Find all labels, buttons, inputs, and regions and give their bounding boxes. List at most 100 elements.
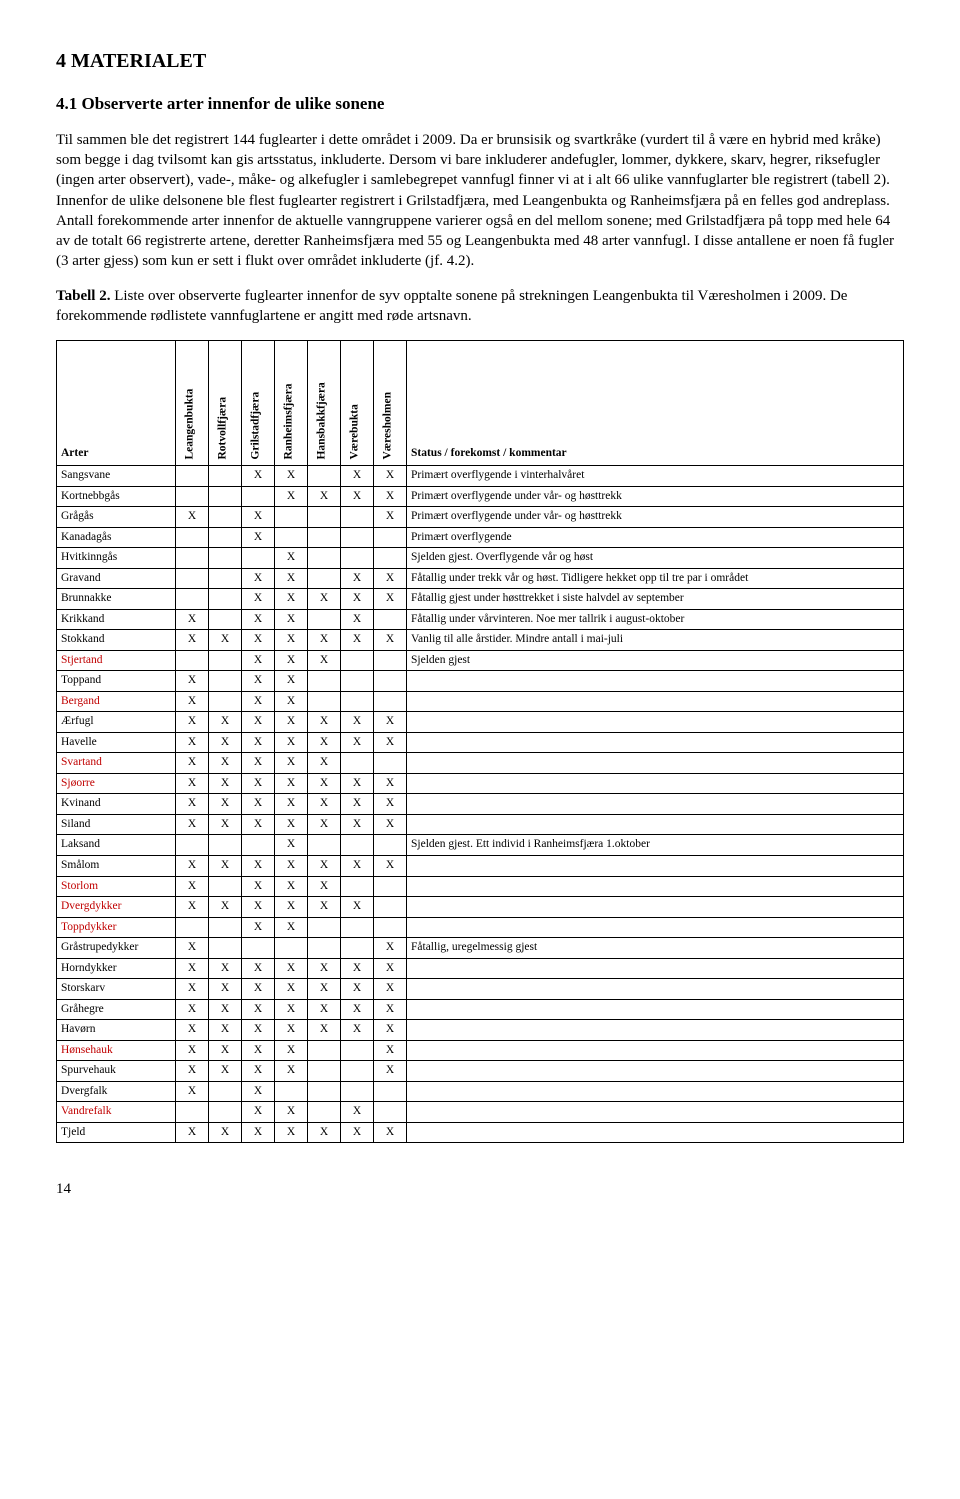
- presence-cell: [209, 1081, 242, 1102]
- status-cell: [407, 814, 904, 835]
- presence-cell: X: [341, 732, 374, 753]
- status-cell: [407, 732, 904, 753]
- presence-cell: X: [176, 691, 209, 712]
- presence-cell: X: [242, 876, 275, 897]
- presence-cell: [176, 589, 209, 610]
- presence-cell: X: [176, 1020, 209, 1041]
- table-row: SmålomXXXXXXX: [57, 855, 904, 876]
- table-row: SpurvehaukXXXXX: [57, 1061, 904, 1082]
- col-header-loc: Grilstadfjæra: [242, 341, 275, 466]
- presence-cell: X: [308, 897, 341, 918]
- presence-cell: X: [242, 1061, 275, 1082]
- presence-cell: X: [341, 712, 374, 733]
- presence-cell: X: [176, 958, 209, 979]
- presence-cell: X: [275, 609, 308, 630]
- presence-cell: X: [176, 1040, 209, 1061]
- presence-cell: X: [374, 1122, 407, 1143]
- table-row: KrikkandXXXXFåtallig under vårvinteren. …: [57, 609, 904, 630]
- presence-cell: [374, 917, 407, 938]
- presence-cell: X: [209, 958, 242, 979]
- presence-cell: [209, 507, 242, 528]
- table-row: SjøorreXXXXXXX: [57, 773, 904, 794]
- presence-cell: X: [275, 979, 308, 1000]
- presence-cell: X: [176, 855, 209, 876]
- presence-cell: [374, 876, 407, 897]
- presence-cell: [341, 527, 374, 548]
- presence-cell: X: [275, 691, 308, 712]
- table-row: DvergdykkerXXXXXX: [57, 897, 904, 918]
- presence-cell: X: [176, 814, 209, 835]
- col-header-loc: Væresholmen: [374, 341, 407, 466]
- presence-cell: X: [374, 630, 407, 651]
- species-name: Hønsehauk: [57, 1040, 176, 1061]
- presence-cell: X: [341, 855, 374, 876]
- presence-cell: X: [242, 732, 275, 753]
- presence-cell: X: [341, 794, 374, 815]
- presence-cell: [341, 753, 374, 774]
- presence-cell: X: [308, 958, 341, 979]
- presence-cell: X: [374, 958, 407, 979]
- table-row: TjeldXXXXXXX: [57, 1122, 904, 1143]
- status-cell: [407, 753, 904, 774]
- table-row: StorskarvXXXXXXX: [57, 979, 904, 1000]
- presence-cell: X: [242, 1020, 275, 1041]
- status-cell: [407, 917, 904, 938]
- presence-cell: X: [176, 507, 209, 528]
- subsection-title: 4.1 Observerte arter innenfor de ulike s…: [56, 93, 904, 116]
- presence-cell: X: [176, 897, 209, 918]
- species-name: Bergand: [57, 691, 176, 712]
- presence-cell: [209, 917, 242, 938]
- presence-cell: X: [374, 568, 407, 589]
- species-name: Spurvehauk: [57, 1061, 176, 1082]
- presence-cell: [341, 691, 374, 712]
- presence-cell: X: [308, 876, 341, 897]
- col-header-arter: Arter: [57, 341, 176, 466]
- status-cell: [407, 773, 904, 794]
- presence-cell: X: [275, 814, 308, 835]
- status-cell: [407, 897, 904, 918]
- col-header-loc: Leangenbukta: [176, 341, 209, 466]
- presence-cell: [374, 753, 407, 774]
- presence-cell: X: [209, 814, 242, 835]
- species-name: Horndykker: [57, 958, 176, 979]
- presence-cell: [176, 486, 209, 507]
- status-cell: Primært overflygende under vår- og høstt…: [407, 486, 904, 507]
- species-name: Toppdykker: [57, 917, 176, 938]
- presence-cell: X: [176, 794, 209, 815]
- presence-cell: [176, 650, 209, 671]
- presence-cell: X: [341, 568, 374, 589]
- presence-cell: X: [242, 691, 275, 712]
- presence-cell: X: [242, 527, 275, 548]
- presence-cell: X: [374, 999, 407, 1020]
- status-cell: [407, 691, 904, 712]
- presence-cell: [308, 1102, 341, 1123]
- col-header-loc: Værebukta: [341, 341, 374, 466]
- status-cell: [407, 855, 904, 876]
- species-name: Svartand: [57, 753, 176, 774]
- species-name: Kvinand: [57, 794, 176, 815]
- presence-cell: X: [242, 1122, 275, 1143]
- presence-cell: X: [242, 568, 275, 589]
- presence-cell: X: [176, 876, 209, 897]
- presence-cell: X: [275, 773, 308, 794]
- presence-cell: X: [341, 630, 374, 651]
- presence-cell: [176, 568, 209, 589]
- presence-cell: X: [374, 855, 407, 876]
- presence-cell: X: [341, 897, 374, 918]
- presence-cell: X: [341, 958, 374, 979]
- presence-cell: X: [209, 1020, 242, 1041]
- presence-cell: X: [275, 958, 308, 979]
- presence-cell: [374, 650, 407, 671]
- presence-cell: [341, 876, 374, 897]
- presence-cell: X: [209, 753, 242, 774]
- species-name: Sangsvane: [57, 466, 176, 487]
- status-cell: Sjelden gjest. Overflygende vår og høst: [407, 548, 904, 569]
- presence-cell: [341, 917, 374, 938]
- presence-cell: [275, 527, 308, 548]
- table-caption: Tabell 2. Liste over observerte fugleart…: [56, 286, 904, 327]
- col-header-loc: Rotvollfjæra: [209, 341, 242, 466]
- presence-cell: X: [341, 466, 374, 487]
- presence-cell: [176, 548, 209, 569]
- presence-cell: X: [308, 486, 341, 507]
- presence-cell: X: [275, 855, 308, 876]
